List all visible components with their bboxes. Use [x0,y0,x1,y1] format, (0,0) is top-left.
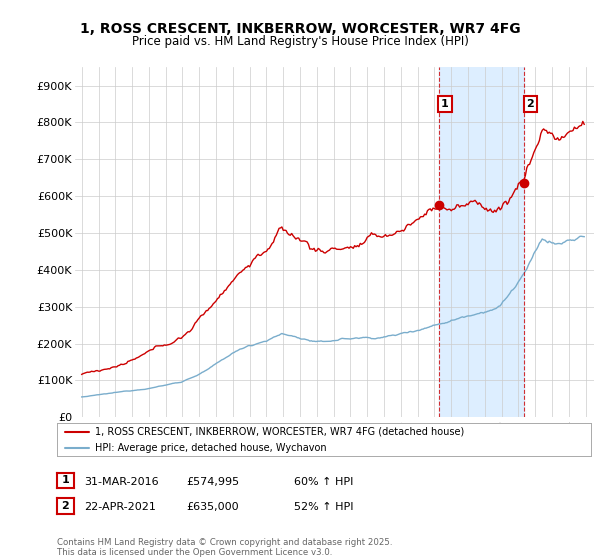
Text: 60% ↑ HPI: 60% ↑ HPI [294,477,353,487]
Text: 1, ROSS CRESCENT, INKBERROW, WORCESTER, WR7 4FG (detached house): 1, ROSS CRESCENT, INKBERROW, WORCESTER, … [95,427,464,437]
Text: Price paid vs. HM Land Registry's House Price Index (HPI): Price paid vs. HM Land Registry's House … [131,35,469,48]
Text: £635,000: £635,000 [186,502,239,512]
Text: 22-APR-2021: 22-APR-2021 [84,502,156,512]
Text: HPI: Average price, detached house, Wychavon: HPI: Average price, detached house, Wych… [95,442,327,452]
Bar [439,67,524,417]
Text: 1: 1 [62,475,69,486]
Text: 2: 2 [526,99,534,109]
Text: 52% ↑ HPI: 52% ↑ HPI [294,502,353,512]
Text: £574,995: £574,995 [186,477,239,487]
Text: Contains HM Land Registry data © Crown copyright and database right 2025.
This d: Contains HM Land Registry data © Crown c… [57,538,392,557]
Text: 1, ROSS CRESCENT, INKBERROW, WORCESTER, WR7 4FG: 1, ROSS CRESCENT, INKBERROW, WORCESTER, … [80,22,520,36]
Text: 2: 2 [62,501,69,511]
Text: 1: 1 [441,99,449,109]
Text: 31-MAR-2016: 31-MAR-2016 [84,477,158,487]
